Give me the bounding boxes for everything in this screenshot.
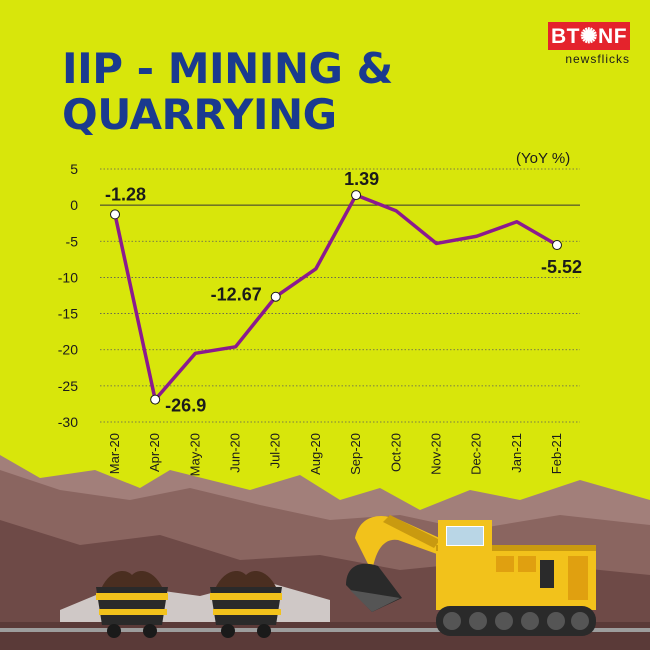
x-tick-label: May-20 <box>187 433 202 476</box>
ore-cart-icon <box>96 571 168 638</box>
brand-logo: BT✺NF newsflicks <box>548 22 630 66</box>
data-point <box>270 291 281 302</box>
x-tick-label: Apr-20 <box>147 433 162 472</box>
y-tick-label: -10 <box>58 269 78 285</box>
data-points <box>110 190 562 405</box>
data-label: -26.9 <box>165 396 206 416</box>
y-tick-label: -25 <box>58 378 78 394</box>
series-line <box>113 193 558 402</box>
x-tick-label: Feb-21 <box>549 433 564 474</box>
y-axis: 5 0 -5 -10 -15 -20 -25 -30 <box>58 161 78 430</box>
x-tick-label: Sep-20 <box>348 433 363 475</box>
y-tick-label: -15 <box>58 306 78 322</box>
x-tick-label: Jan-21 <box>509 433 524 473</box>
page-title: IIP - MINING & QUARRYING <box>62 46 393 138</box>
y-tick-label: -5 <box>66 233 79 249</box>
unit-label: (YoY %) <box>516 150 571 167</box>
y-tick-label: -20 <box>58 342 78 358</box>
data-point <box>351 190 362 201</box>
x-tick-label: Aug-20 <box>308 433 323 475</box>
data-point <box>552 240 562 251</box>
data-label: -5.52 <box>541 257 582 277</box>
logo-mark: BT✺NF <box>548 22 630 50</box>
data-point <box>110 209 120 220</box>
y-tick-label: -30 <box>58 414 78 430</box>
x-tick-label: Nov-20 <box>428 433 443 475</box>
y-tick-label: 5 <box>70 161 78 177</box>
data-label: 1.39 <box>344 169 379 189</box>
data-labels: -1.28 -26.9 -12.67 1.39 -5.52 <box>105 169 582 415</box>
ore-cart-icon <box>210 571 282 638</box>
excavator-icon <box>346 515 596 636</box>
x-tick-label: Jun-20 <box>228 433 243 473</box>
x-tick-label: Dec-20 <box>469 433 484 475</box>
x-tick-label: Oct-20 <box>388 433 403 472</box>
series-line-path <box>113 193 558 402</box>
y-tick-label: 0 <box>70 197 78 213</box>
data-point <box>150 394 161 405</box>
title-line-1: IIP - MINING & <box>62 44 393 93</box>
data-label: -1.28 <box>105 184 146 204</box>
title-line-2: QUARRYING <box>62 90 337 139</box>
x-tick-label: Mar-20 <box>107 433 122 474</box>
data-label: -12.67 <box>211 285 262 305</box>
logo-subtitle: newsflicks <box>565 52 630 66</box>
grid <box>100 168 580 423</box>
x-axis: Mar-20 Apr-20 May-20 Jun-20 Jul-20 Aug-20 Sep-… <box>107 433 564 476</box>
x-tick-label: Jul-20 <box>268 433 283 468</box>
